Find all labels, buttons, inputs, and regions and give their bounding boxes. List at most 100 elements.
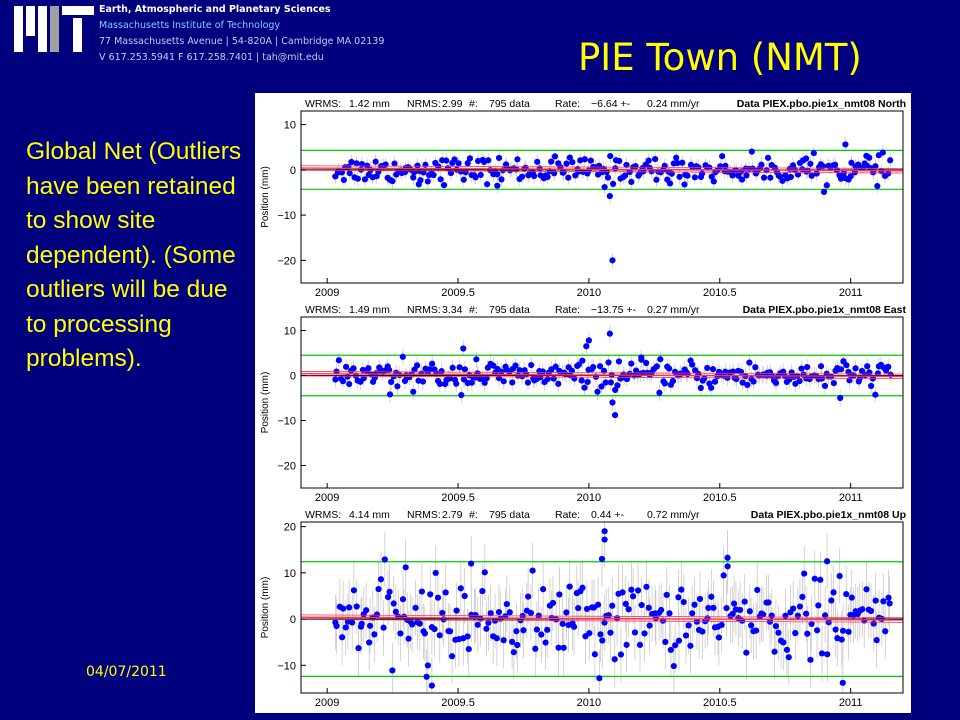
data-point xyxy=(412,604,419,611)
data-point xyxy=(586,630,593,637)
data-point xyxy=(440,182,448,189)
data-point xyxy=(807,160,814,167)
data-point xyxy=(808,172,815,179)
data-point xyxy=(771,648,778,655)
data-point xyxy=(748,622,755,629)
data-point xyxy=(653,363,660,370)
y-tick-label: 0 xyxy=(290,165,296,177)
data-point xyxy=(787,173,794,181)
data-point xyxy=(709,366,717,373)
data-point xyxy=(386,391,394,398)
data-point xyxy=(579,584,586,591)
data-point xyxy=(625,606,632,613)
data-point xyxy=(707,384,715,391)
data-point xyxy=(741,598,748,605)
data-point xyxy=(681,181,688,188)
data-point xyxy=(736,606,744,614)
header-phone: V 617.253.5941 F 617.258.7401 | tah@mit.… xyxy=(99,52,324,63)
data-point xyxy=(817,576,824,583)
stat-rate-label: Rate: xyxy=(555,304,580,316)
data-point xyxy=(708,173,715,180)
data-point xyxy=(845,628,852,635)
data-point xyxy=(675,637,683,644)
data-point xyxy=(339,634,346,641)
data-point xyxy=(652,155,659,163)
data-point xyxy=(439,609,446,617)
data-point xyxy=(563,609,570,616)
data-point xyxy=(689,610,696,617)
data-point xyxy=(606,192,613,200)
data-point xyxy=(687,642,694,649)
data-points xyxy=(332,528,893,689)
data-point xyxy=(465,645,472,653)
data-point xyxy=(377,576,385,583)
data-point xyxy=(569,159,576,166)
data-point xyxy=(631,629,639,636)
data-point xyxy=(839,679,846,686)
data-point xyxy=(481,569,488,576)
data-point xyxy=(675,594,682,601)
data-point xyxy=(460,176,467,183)
y-tick-label: 20 xyxy=(284,522,296,534)
data-point xyxy=(609,180,617,187)
plot-frame xyxy=(300,316,904,489)
x-tick-label: 2009.5 xyxy=(441,287,475,299)
data-point xyxy=(432,569,439,577)
data-point xyxy=(390,600,397,607)
data-point xyxy=(353,603,360,610)
data-point xyxy=(796,603,804,610)
data-point xyxy=(358,620,365,627)
data-point xyxy=(646,622,653,629)
data-point xyxy=(731,600,738,607)
data-point xyxy=(622,600,629,607)
data-point xyxy=(628,586,635,593)
data-point xyxy=(510,649,517,656)
data-point xyxy=(666,180,674,187)
data-point xyxy=(691,601,698,608)
data-point xyxy=(607,379,614,386)
data-point xyxy=(744,381,751,389)
data-point xyxy=(500,378,507,385)
data-point xyxy=(729,610,736,618)
header-department: Earth, Atmospheric and Planetary Science… xyxy=(99,4,331,15)
data-point xyxy=(718,621,725,629)
data-point xyxy=(886,600,893,607)
data-point xyxy=(710,604,717,611)
data-point xyxy=(342,363,350,370)
data-point xyxy=(612,165,619,172)
data-point xyxy=(342,624,349,631)
data-point xyxy=(872,597,879,604)
data-point xyxy=(813,170,820,177)
data-point xyxy=(453,380,460,387)
data-point xyxy=(570,623,578,630)
data-point xyxy=(832,626,839,633)
data-point xyxy=(422,161,429,168)
data-point xyxy=(711,378,719,385)
data-point xyxy=(882,628,889,635)
data-point xyxy=(676,173,683,180)
data-point xyxy=(628,360,635,367)
x-tick-label: 2010 xyxy=(577,697,601,709)
data-point xyxy=(399,353,406,360)
data-point xyxy=(409,621,416,628)
data-point xyxy=(611,412,619,419)
fit-line-upper xyxy=(301,371,903,375)
data-point xyxy=(551,153,559,160)
stat-rate-label: Rate: xyxy=(555,98,580,110)
data-point xyxy=(563,160,570,167)
data-point xyxy=(663,591,670,599)
data-point xyxy=(472,611,479,619)
data-point xyxy=(599,637,606,644)
data-point xyxy=(375,585,382,593)
x-tick-label: 2009 xyxy=(315,697,339,709)
stat-rate-sigma: 0.24 mm/yr xyxy=(647,98,700,110)
data-point xyxy=(609,399,616,406)
data-point xyxy=(739,617,746,624)
data-point xyxy=(578,377,585,384)
data-point xyxy=(518,173,526,180)
data-point xyxy=(509,379,516,386)
data-point xyxy=(666,610,673,617)
y-tick-label: 0 xyxy=(290,371,296,383)
data-point xyxy=(571,375,578,382)
stat-rate-value: −6.64 +- xyxy=(591,98,631,110)
